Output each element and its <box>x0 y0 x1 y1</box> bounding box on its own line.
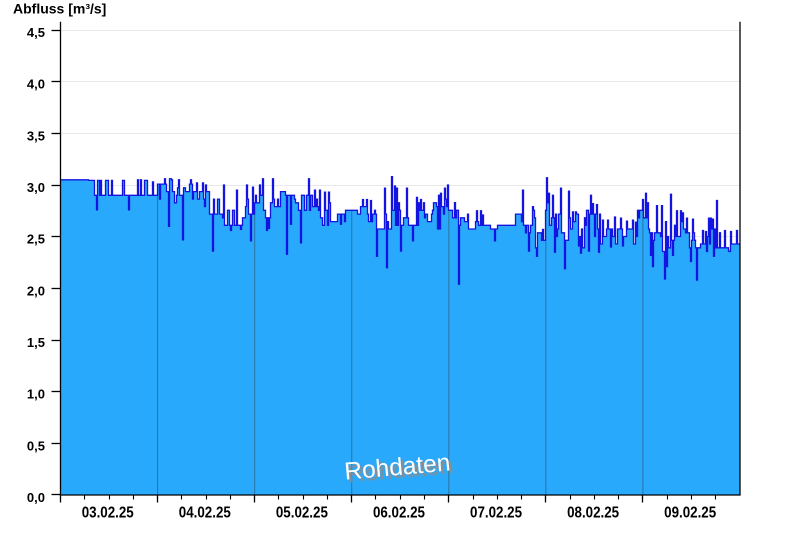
svg-text:05.02.25: 05.02.25 <box>276 505 328 522</box>
svg-text:04.02.25: 04.02.25 <box>179 505 231 522</box>
svg-text:03.02.25: 03.02.25 <box>82 505 134 522</box>
svg-text:3,5: 3,5 <box>27 128 45 143</box>
svg-text:4,5: 4,5 <box>27 25 45 40</box>
svg-text:0,5: 0,5 <box>27 438 45 453</box>
svg-text:1,5: 1,5 <box>27 335 45 350</box>
svg-text:08.02.25: 08.02.25 <box>567 505 619 522</box>
svg-text:0,0: 0,0 <box>27 490 45 505</box>
svg-text:07.02.25: 07.02.25 <box>470 505 522 522</box>
svg-text:3,0: 3,0 <box>27 180 45 195</box>
svg-text:09.02.25: 09.02.25 <box>664 505 716 522</box>
svg-text:1,0: 1,0 <box>27 387 45 402</box>
svg-text:Abfluss [m³/s]: Abfluss [m³/s] <box>13 0 106 16</box>
svg-text:2,0: 2,0 <box>27 283 45 298</box>
svg-text:06.02.25: 06.02.25 <box>373 505 425 522</box>
svg-text:2,5: 2,5 <box>27 232 45 247</box>
svg-text:4,0: 4,0 <box>27 77 45 92</box>
